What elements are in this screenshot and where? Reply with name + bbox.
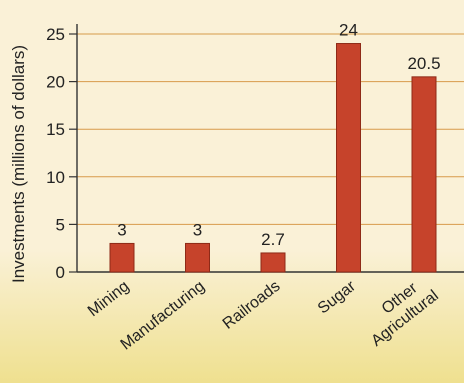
gridlines [77,33,464,225]
bar [260,252,286,273]
bar [109,242,135,273]
y-tick-label: 15 [46,120,65,139]
bar [411,76,437,273]
y-tick-label: 20 [46,73,65,92]
data-label: 3 [117,220,126,239]
bar [185,242,210,273]
data-label: 24 [339,21,358,40]
y-tick-labels: 0 5 10 15 20 25 [46,25,65,282]
bar [336,43,361,273]
data-label: 2.7 [261,230,285,249]
y-axis-label: Investments (millions of dollars) [9,45,28,283]
bars [109,43,437,273]
y-tick-label: 25 [46,25,65,44]
y-tick-label: 10 [46,168,65,187]
data-label: 20.5 [407,54,440,73]
data-labels: 3 3 2.7 24 20.5 [117,21,440,249]
y-tick-label: 5 [56,215,65,234]
data-label: 3 [193,220,202,239]
y-tick-label: 0 [56,263,65,282]
